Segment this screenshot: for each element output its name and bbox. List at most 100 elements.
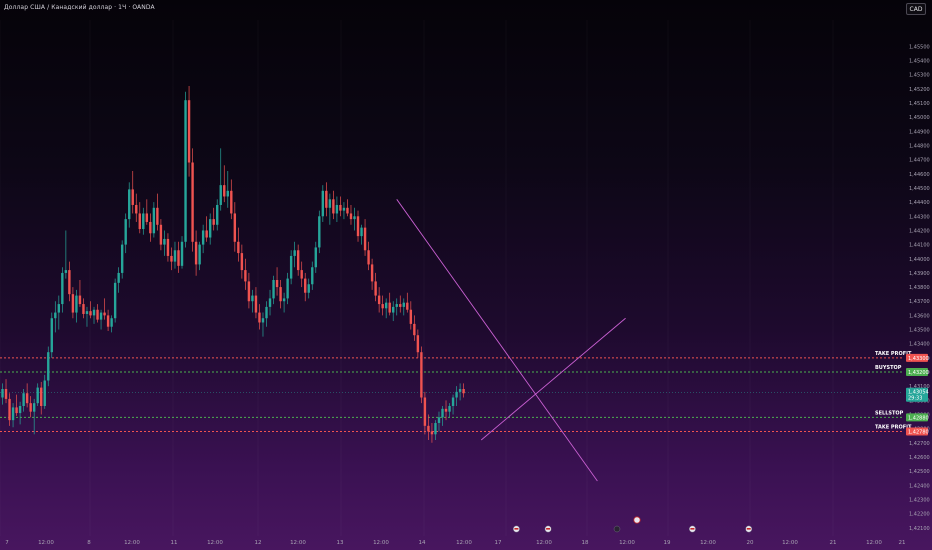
flag-stripe	[514, 528, 519, 530]
candle-body	[68, 270, 71, 295]
y-tick-label: 1,45400	[909, 59, 930, 65]
candle-body	[392, 306, 395, 313]
candle-body	[265, 306, 268, 319]
y-tick-label: 1,43800	[909, 285, 930, 291]
candle-body	[275, 280, 279, 288]
y-tick-label: 1,44800	[909, 144, 930, 150]
candle-body	[462, 389, 465, 394]
candle-body	[437, 417, 441, 423]
candle-body	[261, 318, 265, 323]
candle-body	[149, 221, 152, 234]
symbol-title[interactable]: Доллар США / Канадский доллар · 1Ч · OAN…	[4, 4, 155, 11]
candle-body	[296, 250, 300, 271]
candle-body	[163, 238, 166, 245]
candle-body	[166, 238, 170, 256]
candle-body	[247, 281, 251, 302]
candle-body	[289, 255, 293, 279]
candle-body	[300, 270, 303, 279]
x-tick-label: 13	[337, 540, 344, 546]
candle-body	[353, 216, 356, 220]
candle-body	[455, 391, 458, 398]
candle-body	[4, 389, 8, 399]
candle-body	[339, 204, 342, 211]
candle-body	[423, 397, 427, 426]
y-tick-label: 1,44000	[909, 257, 930, 263]
candle-body	[89, 311, 92, 316]
x-tick-label: 18	[582, 540, 589, 546]
candle-body	[156, 207, 159, 225]
level-price-label: 1,43300	[908, 356, 929, 362]
y-tick-label: 1,43700	[909, 299, 930, 305]
flag-event-2[interactable]	[544, 525, 552, 533]
y-tick-label: 1,42200	[909, 512, 930, 518]
candle-body	[15, 407, 18, 414]
candle-body	[251, 295, 254, 302]
flag-event-1[interactable]	[512, 525, 520, 533]
level-price-label: 1,42880	[908, 415, 929, 421]
x-tick-label: 12:00	[619, 540, 635, 546]
flag-event-3[interactable]	[688, 525, 696, 533]
x-tick-label: 12:00	[866, 540, 882, 546]
candle-body	[458, 389, 462, 392]
candle-body	[374, 281, 377, 296]
event-marker-icon	[613, 525, 621, 533]
y-tick-label: 1,42400	[909, 483, 930, 489]
y-tick-label: 1,45300	[909, 73, 930, 79]
candle-body	[223, 185, 226, 197]
candle-body	[18, 406, 22, 414]
x-tick-label: 12:00	[38, 540, 54, 546]
x-tick-label: 12:00	[290, 540, 306, 546]
candle-body	[363, 227, 367, 251]
candle-body	[381, 304, 384, 309]
candle-body	[226, 190, 229, 197]
candle-body	[444, 408, 448, 412]
y-tick-label: 1,44100	[909, 243, 930, 249]
x-tick-label: 14	[419, 540, 426, 546]
candle-body	[32, 403, 36, 412]
x-tick-label: 19	[664, 540, 671, 546]
candle-body	[335, 204, 339, 214]
candle-body	[318, 216, 321, 248]
trendline-descending-resistance	[396, 199, 598, 482]
candle-body	[321, 190, 325, 217]
flag-event-4[interactable]	[745, 525, 753, 533]
candle-body	[1, 389, 4, 398]
y-tick-label: 1,44600	[909, 172, 930, 178]
candle-body	[420, 352, 423, 398]
candle-body	[128, 189, 131, 220]
candle-body	[279, 287, 282, 302]
candle-body	[184, 100, 187, 242]
candle-body	[64, 270, 68, 273]
candle-body	[416, 335, 420, 353]
candle-body	[110, 318, 113, 327]
candle-body	[286, 278, 289, 299]
y-tick-label: 1,45500	[909, 44, 930, 50]
candle-body	[57, 304, 61, 313]
currency-button[interactable]: CAD	[906, 3, 926, 15]
x-tick-label: 12:00	[700, 540, 716, 546]
candle-body	[145, 213, 149, 222]
flag-stripe	[690, 528, 695, 530]
candle-body	[71, 294, 75, 313]
x-tick-label: 12:00	[124, 540, 140, 546]
candle-body	[138, 213, 141, 230]
y-tick-label: 1,44900	[909, 129, 930, 135]
candle-body	[384, 302, 388, 309]
candle-body	[307, 284, 310, 293]
candle-body	[135, 204, 138, 214]
y-tick-label: 1,43600	[909, 313, 930, 319]
x-tick-label: 11	[171, 540, 178, 546]
candle-body	[219, 185, 222, 205]
candle-body	[43, 380, 46, 406]
candle-body	[180, 241, 184, 266]
candle-body	[409, 309, 413, 324]
candle-body	[282, 298, 286, 302]
y-tick-label: 1,44400	[909, 200, 930, 206]
x-tick-label: 21	[899, 540, 906, 546]
candle-body	[29, 403, 32, 412]
x-tick-label: 21	[830, 540, 837, 546]
candle-body	[8, 398, 11, 421]
candle-body	[240, 253, 244, 271]
